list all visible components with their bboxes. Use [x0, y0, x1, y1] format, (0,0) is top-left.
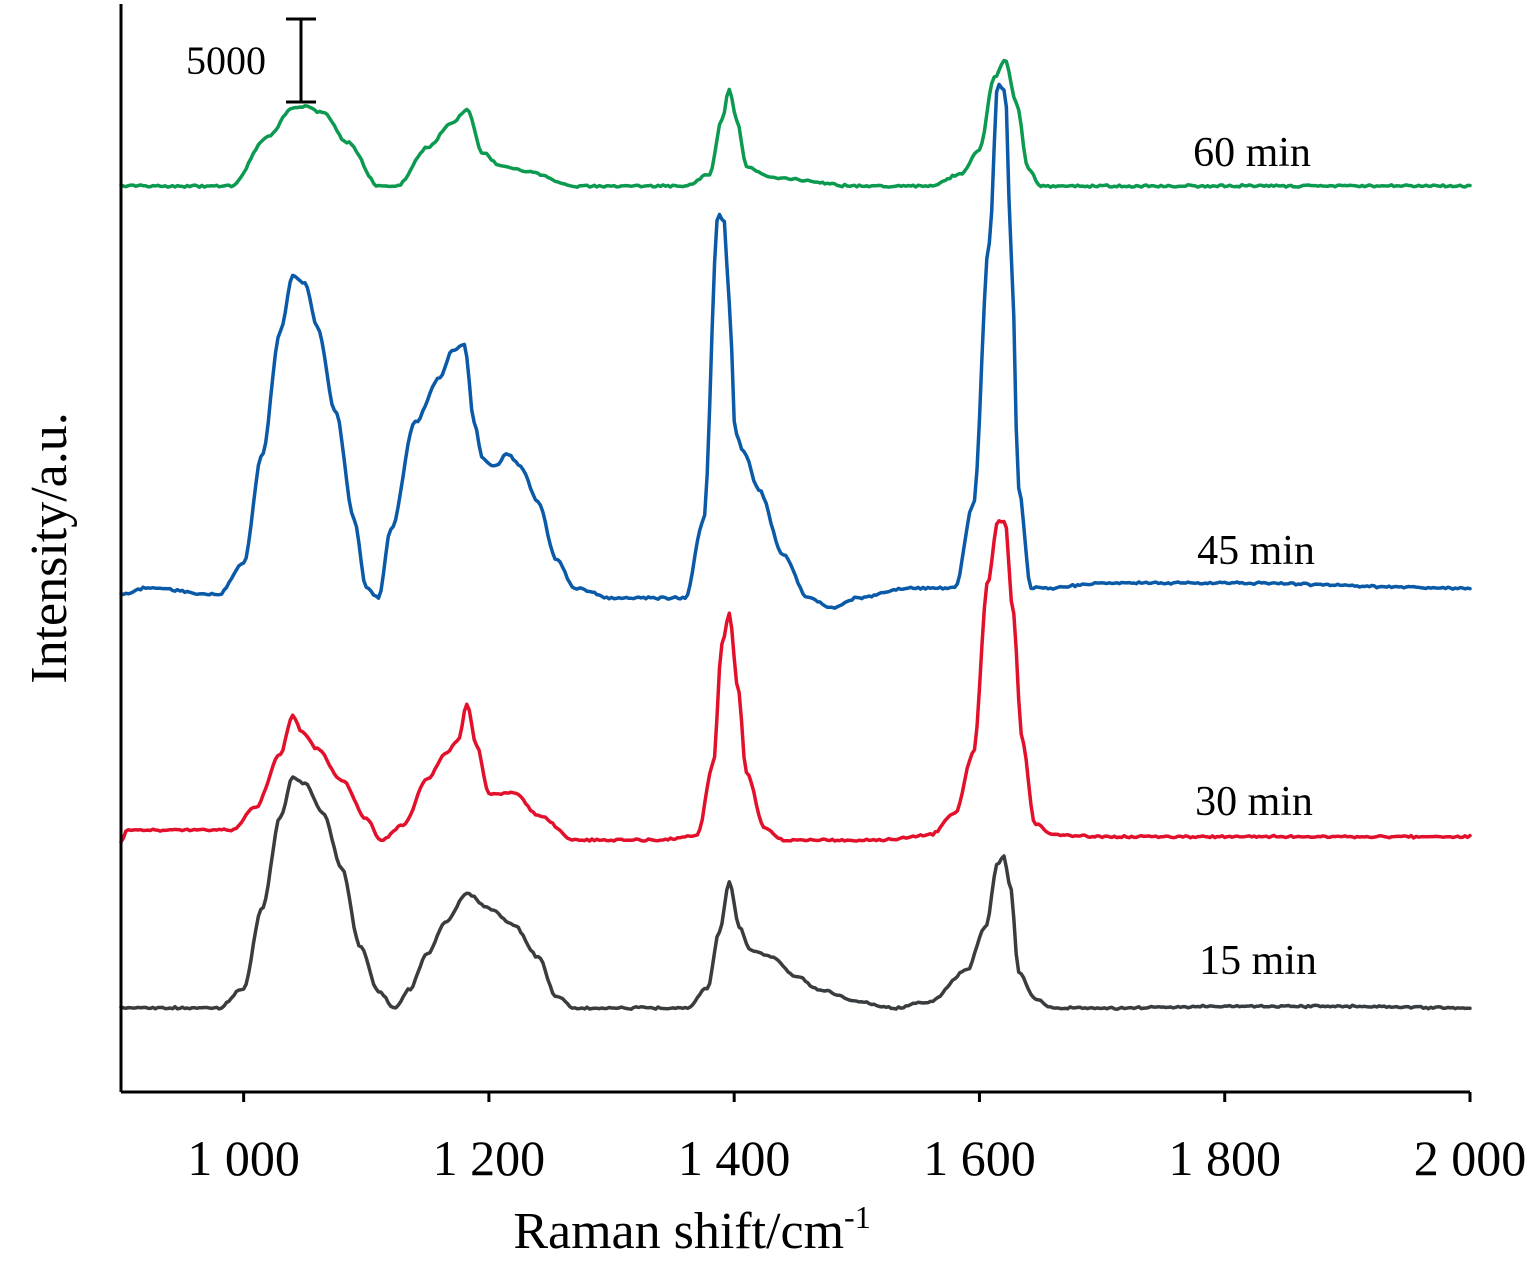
- series-label-45-min: 45 min: [1197, 528, 1315, 574]
- x-axis-title: Raman shift/cm-1: [513, 1199, 870, 1260]
- scale-bar-label: 5000: [186, 38, 266, 83]
- series-line-45-min: [119, 82, 1472, 610]
- x-axis-title-superscript: -1: [844, 1199, 871, 1235]
- y-axis-title: Intensity/a.u.: [21, 412, 78, 684]
- series-label-60-min: 60 min: [1193, 130, 1311, 176]
- series-line-60-min: [119, 58, 1472, 189]
- scale-bar: 5000: [186, 17, 316, 104]
- x-tick-label: 2 000: [1414, 1130, 1527, 1186]
- x-tick-label: 1 800: [1168, 1130, 1281, 1186]
- x-ticks: 1 000 1 200 1 400 1 600 1 800 2 000: [187, 1092, 1526, 1186]
- series-line-30-min: [119, 519, 1472, 844]
- series-label-30-min: 30 min: [1195, 779, 1313, 825]
- x-tick-label: 1 600: [923, 1130, 1036, 1186]
- x-tick-label: 1 400: [678, 1130, 791, 1186]
- series-labels: 15 min 30 min 45 min 60 min: [1193, 130, 1317, 984]
- x-axis-title-text: Raman shift/cm: [513, 1203, 844, 1260]
- x-tick-label: 1 000: [187, 1130, 300, 1186]
- series-label-15-min: 15 min: [1199, 938, 1317, 984]
- series-layer: [119, 58, 1472, 1012]
- x-tick-label: 1 200: [433, 1130, 546, 1186]
- series-line-15-min: [119, 775, 1472, 1012]
